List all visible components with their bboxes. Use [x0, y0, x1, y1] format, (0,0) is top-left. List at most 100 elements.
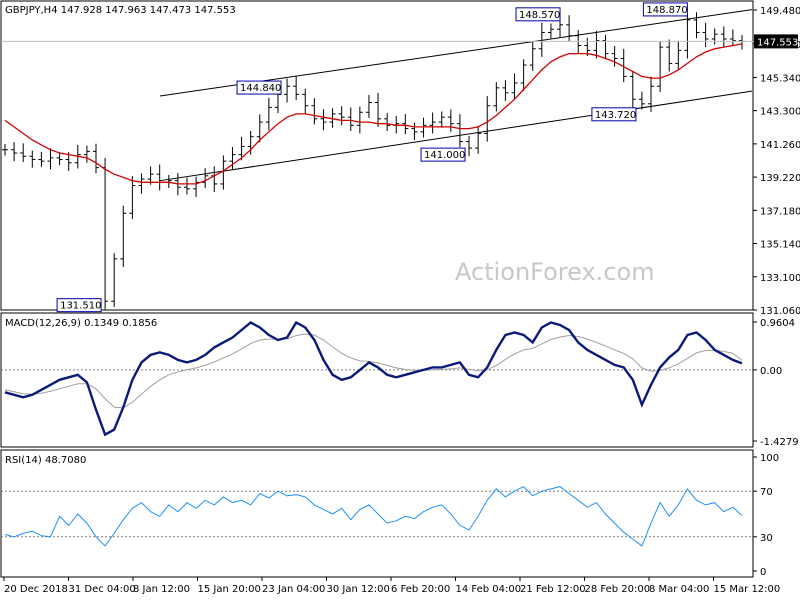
price-bar [11, 142, 18, 162]
price-bar [411, 122, 418, 140]
rsi-title: RSI(14) 48.7080 [5, 455, 86, 466]
rsi-tick-label: 70 [760, 487, 773, 498]
macd-tick-label: 0.9604 [760, 318, 795, 329]
macd-line [4, 320, 743, 437]
price-tick-label: 135.140 [760, 240, 800, 251]
price-bar [347, 107, 354, 132]
price-bar [648, 76, 655, 112]
rsi-axis: 100 70 30 0 [1, 453, 779, 578]
price-bar [729, 29, 736, 47]
price-bar [675, 40, 682, 70]
time-tick-label: 30 Jan 12:00 [327, 584, 390, 595]
price-bar [520, 59, 527, 92]
price-bar [56, 152, 63, 166]
price-bar [129, 175, 136, 219]
svg-text:144.840: 144.840 [240, 83, 281, 94]
price-bar [229, 146, 236, 170]
time-tick-label: 15 Jan 20:00 [198, 584, 261, 595]
price-bar [320, 109, 327, 131]
price-bar [256, 114, 263, 143]
price-bar [265, 97, 272, 131]
price-bar [165, 174, 172, 189]
time-tick-label: 14 Feb 04:00 [456, 584, 522, 595]
macd-tick-label: 0.00 [760, 366, 782, 377]
price-tick-label: 141.260 [760, 140, 800, 151]
channel-lower-line [159, 90, 753, 182]
price-tick-label: 133.100 [760, 273, 800, 284]
price-bar [438, 111, 445, 128]
price-bar [711, 28, 718, 45]
price-bar [20, 143, 27, 162]
price-bar [402, 114, 409, 135]
price-tick-label: 143.300 [760, 107, 800, 118]
price-bar [566, 15, 573, 42]
price-bar [739, 34, 745, 50]
svg-text:148.870: 148.870 [646, 5, 687, 16]
price-annotation: 148.870 [642, 2, 688, 17]
price-bar [720, 26, 727, 48]
svg-text:131.510: 131.510 [60, 301, 101, 312]
price-bar [202, 168, 209, 189]
price-tick-label: 145.340 [760, 73, 800, 84]
price-annotation: 141.000 [420, 147, 466, 162]
time-tick-label: 28 Feb 20:00 [585, 584, 651, 595]
price-bar [183, 177, 190, 195]
price-bar [638, 91, 645, 110]
price-bar [693, 12, 700, 39]
price-bar [493, 82, 500, 112]
price-bar [83, 145, 90, 163]
time-axis: 20 Dec 2018 31 Dec 04:008 Jan 12:00 15 Jan… [3, 577, 781, 595]
price-bar [657, 41, 664, 92]
svg-text:147.553: 147.553 [757, 37, 798, 48]
time-tick-label: 6 Feb 20:00 [391, 584, 450, 595]
price-annotations: 148.570 148.870 144.840 143.720 141.000 131.5… [56, 2, 688, 313]
current-price-marker: 147.553 [1, 34, 798, 49]
price-bar [475, 125, 482, 154]
svg-text:141.000: 141.000 [424, 150, 465, 161]
price-panel-frame [0, 0, 754, 311]
moving-average-line [4, 43, 743, 185]
price-bar [220, 155, 227, 190]
svg-text:143.720: 143.720 [595, 110, 636, 121]
macd-panel-frame [0, 312, 754, 448]
price-tick-label: 131.060 [760, 306, 800, 317]
time-tick-label: 21 Feb 12:00 [520, 584, 586, 595]
price-bar [466, 135, 473, 157]
price-bar [247, 131, 254, 155]
price-tick-label: 139.220 [760, 173, 800, 184]
price-bar [311, 98, 318, 125]
price-bar [547, 23, 554, 39]
price-bar [29, 150, 36, 168]
price-bar [611, 45, 618, 67]
price-bar [447, 109, 454, 132]
time-tick-label: 15 Mar 12:00 [714, 584, 781, 595]
macd-axis: 0.9604 0.00 -1.4279 [1, 318, 799, 448]
price-bar [38, 151, 45, 167]
price-bar [329, 108, 336, 128]
price-bar [375, 92, 382, 127]
price-bar [47, 148, 54, 170]
price-bar [538, 22, 545, 57]
price-axis: 149.480147.400145.340143.300141.260139.2… [753, 6, 800, 317]
price-bar [211, 166, 218, 193]
rsi-panel-frame [0, 449, 754, 578]
macd-title: MACD(12,26,9) 0.1349 0.1856 [5, 318, 157, 329]
price-bar [384, 113, 391, 132]
watermark: ActionForex.com [455, 258, 655, 286]
price-tick-label: 137.180 [760, 206, 800, 217]
price-bar [702, 22, 709, 48]
time-tick-label: 8 Mar 04:00 [649, 584, 709, 595]
price-title: GBPJPY,H4 147.928 147.963 147.473 147.55… [5, 5, 236, 16]
price-bar [420, 117, 427, 138]
price-annotation: 143.720 [591, 107, 637, 122]
price-bar [666, 39, 673, 72]
price-bar [602, 34, 609, 60]
price-tick-label: 149.480 [760, 6, 800, 17]
svg-text:148.570: 148.570 [519, 10, 560, 21]
price-annotation: 131.510 [56, 298, 102, 313]
rsi-tick-label: 0 [760, 567, 766, 578]
price-bar [193, 176, 200, 197]
price-bar [620, 48, 627, 83]
price-bar [429, 112, 436, 134]
time-tick-label: 23 Jan 04:00 [262, 584, 325, 595]
